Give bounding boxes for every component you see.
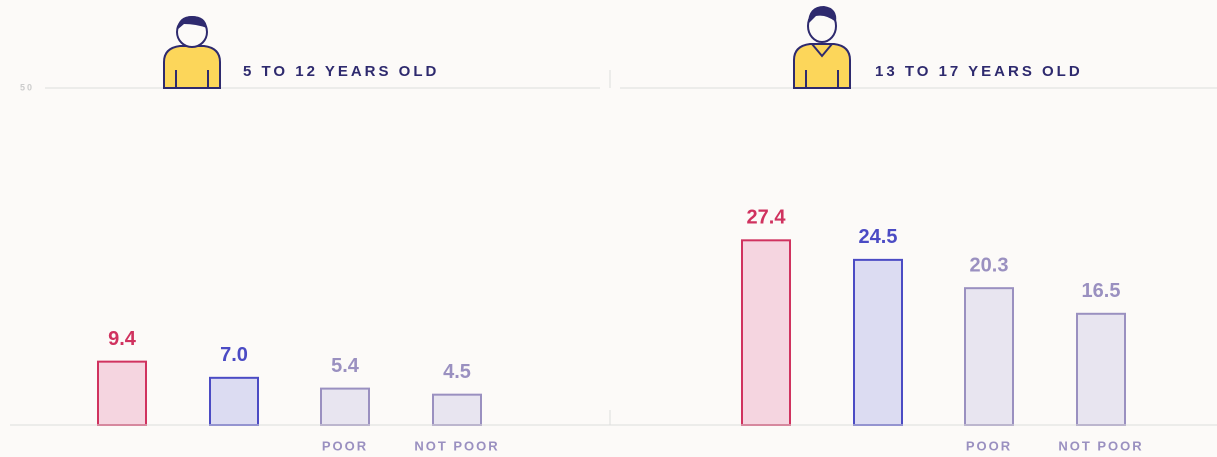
bar <box>98 362 146 425</box>
x-tick-label: NOT POOR <box>1058 438 1143 453</box>
value-label: 9.4 <box>108 328 137 350</box>
value-label: 27.4 <box>747 207 787 229</box>
panel-title: 13 TO 17 YEARS OLD <box>875 63 1083 80</box>
value-label: 20.3 <box>970 254 1009 276</box>
page: 16.5 NOT POOR 20.3 POOR 24.5 27.4 13 TO 17 YEA… <box>0 0 1217 457</box>
kid-icon <box>164 16 220 88</box>
panel-title: 5 TO 12 YEARS OLD <box>243 63 439 80</box>
bar <box>210 378 258 425</box>
bar <box>1077 314 1125 425</box>
bar <box>321 389 369 425</box>
value-label: 4.5 <box>443 361 471 383</box>
x-tick-label: NOT POOR <box>414 438 499 453</box>
value-label: 7.0 <box>220 344 248 366</box>
value-label: 24.5 <box>859 226 898 248</box>
bar <box>433 395 481 425</box>
value-label: 5.4 <box>331 355 360 377</box>
x-tick-label: POOR <box>966 438 1012 453</box>
bar <box>854 260 902 425</box>
chart: 16.5 NOT POOR 20.3 POOR 24.5 27.4 13 TO 17 YEA… <box>0 0 1217 457</box>
y-tick-label: 50 <box>20 82 34 92</box>
value-label: 16.5 <box>1082 280 1121 302</box>
bar <box>965 288 1013 425</box>
x-tick-label: POOR <box>322 438 368 453</box>
teen-icon <box>794 6 850 88</box>
bar <box>742 240 790 425</box>
